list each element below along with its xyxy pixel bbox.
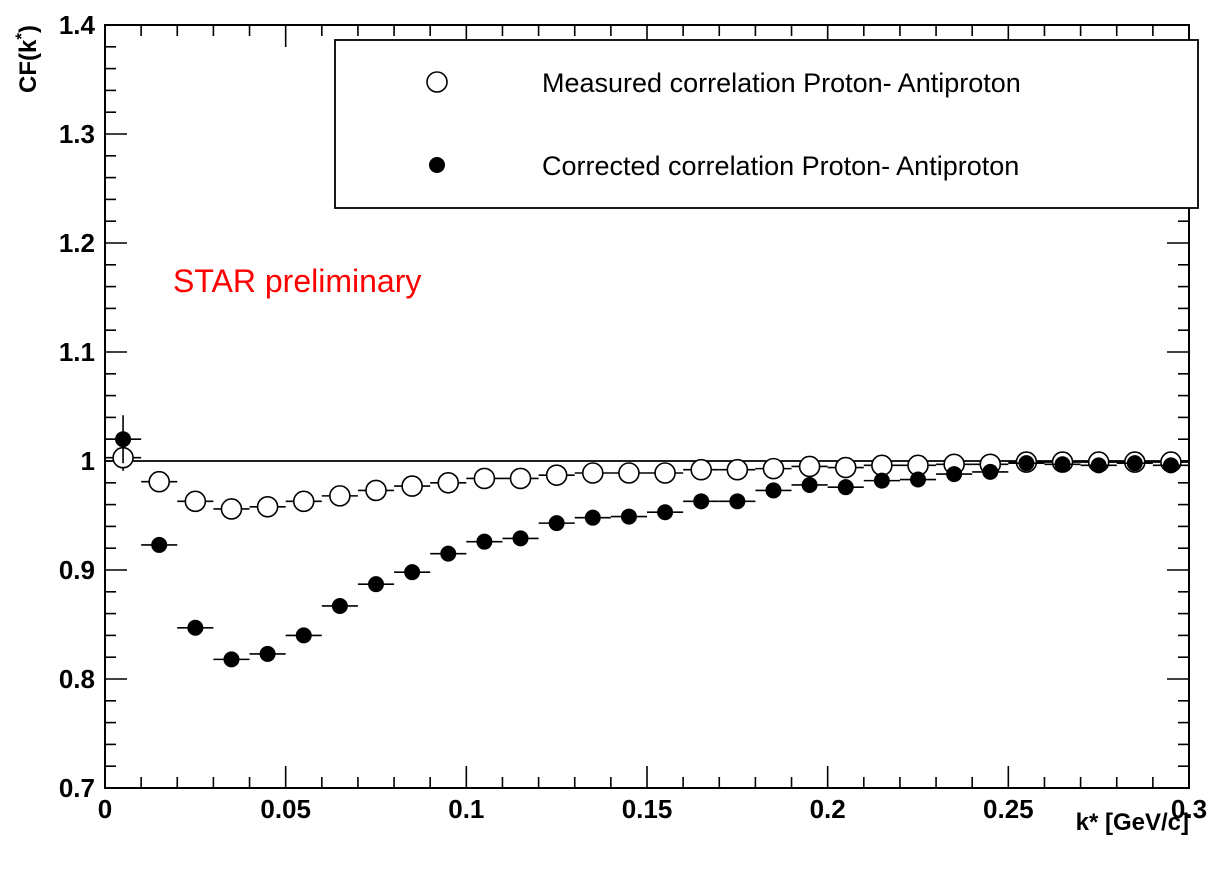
- data-point-corrected: [765, 482, 782, 499]
- data-point-measured: [220, 498, 243, 520]
- data-point-corrected: [910, 471, 926, 488]
- data-point-measured: [148, 470, 170, 493]
- x-tick-label: 0.25: [983, 794, 1034, 824]
- legend-marker-measured: [426, 71, 448, 93]
- data-point-measured: [871, 454, 893, 477]
- data-point-corrected: [115, 431, 132, 448]
- x-tick-label: 0: [98, 794, 112, 824]
- data-point-corrected: [1090, 457, 1107, 474]
- data-point-corrected: [1162, 457, 1179, 474]
- data-point-measured: [509, 467, 532, 490]
- x-axis-label: k* [GeV/c]: [1076, 809, 1189, 836]
- data-point-corrected: [259, 645, 276, 662]
- data-point-corrected: [729, 493, 746, 510]
- star-preliminary-annotation: STAR preliminary: [173, 263, 421, 299]
- data-point-measured: [292, 490, 315, 513]
- legend-marker-corrected: [429, 157, 445, 173]
- y-axis-label: CF(k*): [12, 25, 42, 93]
- y-tick-label: 0.8: [59, 664, 95, 694]
- data-point-corrected: [801, 476, 818, 493]
- data-point-corrected: [1018, 455, 1035, 472]
- series-corrected: [105, 415, 1189, 668]
- x-tick-label: 0.1: [448, 794, 484, 824]
- data-point-corrected: [331, 597, 348, 614]
- data-point-corrected: [837, 479, 854, 496]
- data-point-measured: [834, 456, 857, 479]
- y-tick-label: 1.2: [59, 228, 95, 258]
- data-point-measured: [184, 490, 207, 513]
- data-point-corrected: [368, 576, 384, 593]
- data-point-measured: [329, 485, 351, 507]
- x-tick-label: 0.15: [622, 794, 673, 824]
- data-point-corrected: [1054, 456, 1071, 473]
- data-point-measured: [437, 471, 460, 494]
- axis-ticks: [104, 24, 1190, 789]
- data-point-corrected: [657, 504, 674, 521]
- data-point-measured: [654, 462, 676, 484]
- data-point-corrected: [982, 463, 999, 480]
- y-tick-label: 1.3: [59, 119, 95, 149]
- data-point-corrected: [873, 472, 890, 489]
- y-tick-label: 0.9: [59, 555, 95, 585]
- data-point-corrected: [476, 533, 493, 550]
- data-point-measured: [690, 458, 713, 481]
- data-point-measured: [473, 467, 496, 490]
- data-point-corrected: [946, 466, 963, 483]
- axis-tick-labels: 0 0.05 0.1 0.15 0.2 0.25 0.3 0.7 0.8 0.9 1 1.1 1.2 1.…: [59, 10, 1207, 824]
- data-point-corrected: [440, 545, 457, 562]
- data-point-corrected: [151, 536, 168, 553]
- data-series: [105, 415, 1189, 668]
- data-point-corrected: [404, 564, 421, 581]
- data-point-measured: [762, 457, 785, 480]
- data-point-measured: [618, 462, 640, 484]
- y-tick-label: 1.4: [59, 10, 96, 40]
- data-point-corrected: [1126, 455, 1143, 472]
- data-point-corrected: [693, 493, 710, 510]
- data-point-corrected: [512, 530, 529, 547]
- data-point-measured: [726, 458, 749, 481]
- data-point-corrected: [620, 508, 637, 525]
- legend: Measured correlation Proton- Antiproton …: [334, 39, 1199, 209]
- legend-box: [334, 39, 1199, 209]
- data-point-measured: [365, 479, 387, 502]
- x-tick-label: 0.3: [1171, 794, 1207, 824]
- data-point-corrected: [584, 509, 601, 526]
- data-point-measured: [545, 464, 568, 486]
- data-point-corrected: [548, 515, 565, 532]
- legend-label-measured: Measured correlation Proton- Antiproton: [542, 68, 1021, 98]
- x-tick-label: 0.2: [810, 794, 846, 824]
- legend-label-corrected: Corrected correlation Proton- Antiproton: [542, 151, 1019, 181]
- data-point-measured: [256, 495, 279, 518]
- y-tick-label: 1.1: [59, 337, 95, 367]
- data-point-corrected: [187, 619, 204, 636]
- y-tick-label: 1: [81, 446, 95, 476]
- y-tick-label: 0.7: [59, 773, 95, 803]
- data-point-corrected: [223, 651, 240, 668]
- x-tick-label: 0.05: [260, 794, 311, 824]
- data-point-measured: [581, 462, 604, 484]
- data-point-measured: [401, 475, 423, 497]
- data-point-corrected: [295, 627, 312, 644]
- data-point-measured: [798, 455, 821, 478]
